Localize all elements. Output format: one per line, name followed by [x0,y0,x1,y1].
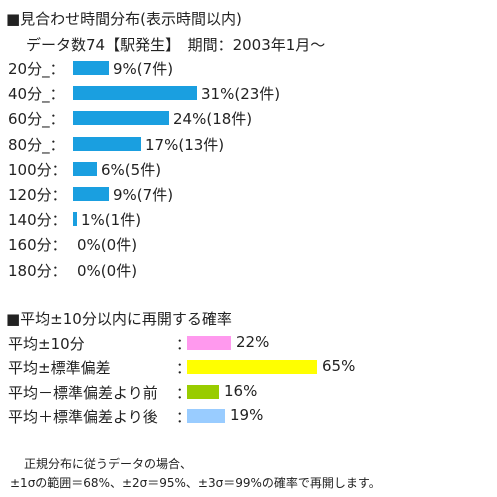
category-label: 120分： [8,186,67,204]
normal-note-line1: 正規分布に従うデータの場合、 [24,457,193,471]
category-label: 20分_： [8,60,65,78]
value-label: 6%(5件) [101,160,162,179]
bar [73,212,77,227]
bar [73,187,109,201]
probability-category-label: 平均＋標準偏差より後 [8,407,158,426]
probability-bar [187,360,317,375]
value-label: 0%(0件) [77,236,138,255]
category-label: 80分_： [8,135,65,154]
distribution-subtitle: データ数74【駅発生】 期間：2003年1月～ [26,36,326,54]
category-label: 60分_： [8,110,65,129]
bar [73,136,141,151]
probability-category-label: 平均－標準偏差より前 [8,383,158,402]
distribution-title: ■見合わせ時間分布(表示時間以内) [6,10,242,28]
category-label: 100分： [8,160,67,179]
value-label: 0%(0件) [77,261,138,280]
value-label: 9%(7件) [113,60,174,78]
probability-bar [187,384,219,399]
probability-value-label: 16% [224,381,258,400]
bar [73,161,97,176]
value-label: 31%(23件) [201,85,281,104]
category-label: 180分： [8,261,67,280]
value-label: 17%(13件) [145,135,225,154]
probability-bar [187,336,231,350]
category-label: 140分： [8,211,67,230]
probability-category-label: 平均±標準偏差 [8,359,111,378]
normal-note-line2: ±1σの範囲＝68%、±2σ＝95%、±3σ＝99%の確率で再開します。 [10,476,381,490]
value-label: 9%(7件) [113,186,174,204]
bar [73,61,109,75]
bar [73,111,169,126]
probability-value-label: 22% [236,333,270,351]
probability-bar [187,408,225,423]
value-label: 24%(18件) [173,110,253,129]
value-label: 1%(1件) [81,211,142,230]
bar [73,86,197,101]
category-label: 160分： [8,236,67,255]
probability-value-label: 19% [230,405,264,424]
probability-title: ■平均±10分以内に再開する確率 [6,310,232,328]
category-label: 40分_： [8,85,65,104]
probability-category-label: 平均±10分 [8,335,85,353]
probability-value-label: 65% [322,357,356,376]
